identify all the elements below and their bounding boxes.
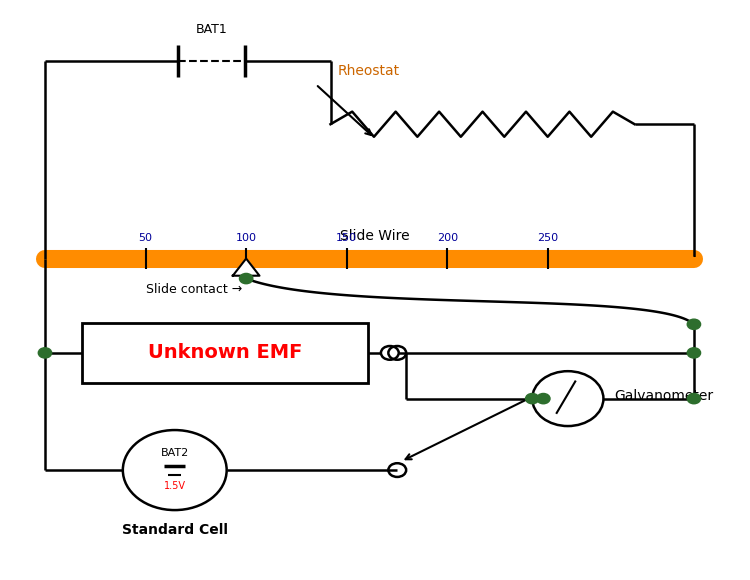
Text: 50: 50 xyxy=(139,233,152,243)
Text: BAT2: BAT2 xyxy=(160,448,189,458)
Bar xyxy=(82,323,368,383)
Text: 1.5V: 1.5V xyxy=(164,481,186,491)
Text: Slide Wire: Slide Wire xyxy=(340,229,410,243)
Circle shape xyxy=(239,273,253,284)
Circle shape xyxy=(537,393,550,404)
Circle shape xyxy=(687,319,700,329)
Text: 100: 100 xyxy=(236,233,256,243)
Text: Slide contact →: Slide contact → xyxy=(146,282,242,296)
Polygon shape xyxy=(232,259,260,276)
Text: 150: 150 xyxy=(336,233,357,243)
Circle shape xyxy=(687,348,700,358)
Text: Galvanometer: Galvanometer xyxy=(614,389,714,403)
Circle shape xyxy=(38,348,52,358)
Text: Rheostat: Rheostat xyxy=(338,64,400,78)
Text: BAT1: BAT1 xyxy=(196,23,228,35)
Circle shape xyxy=(526,393,539,404)
Text: 250: 250 xyxy=(537,233,559,243)
Text: Standard Cell: Standard Cell xyxy=(122,523,228,536)
Text: Unknown EMF: Unknown EMF xyxy=(148,343,302,362)
Circle shape xyxy=(687,393,700,404)
Text: 200: 200 xyxy=(436,233,458,243)
